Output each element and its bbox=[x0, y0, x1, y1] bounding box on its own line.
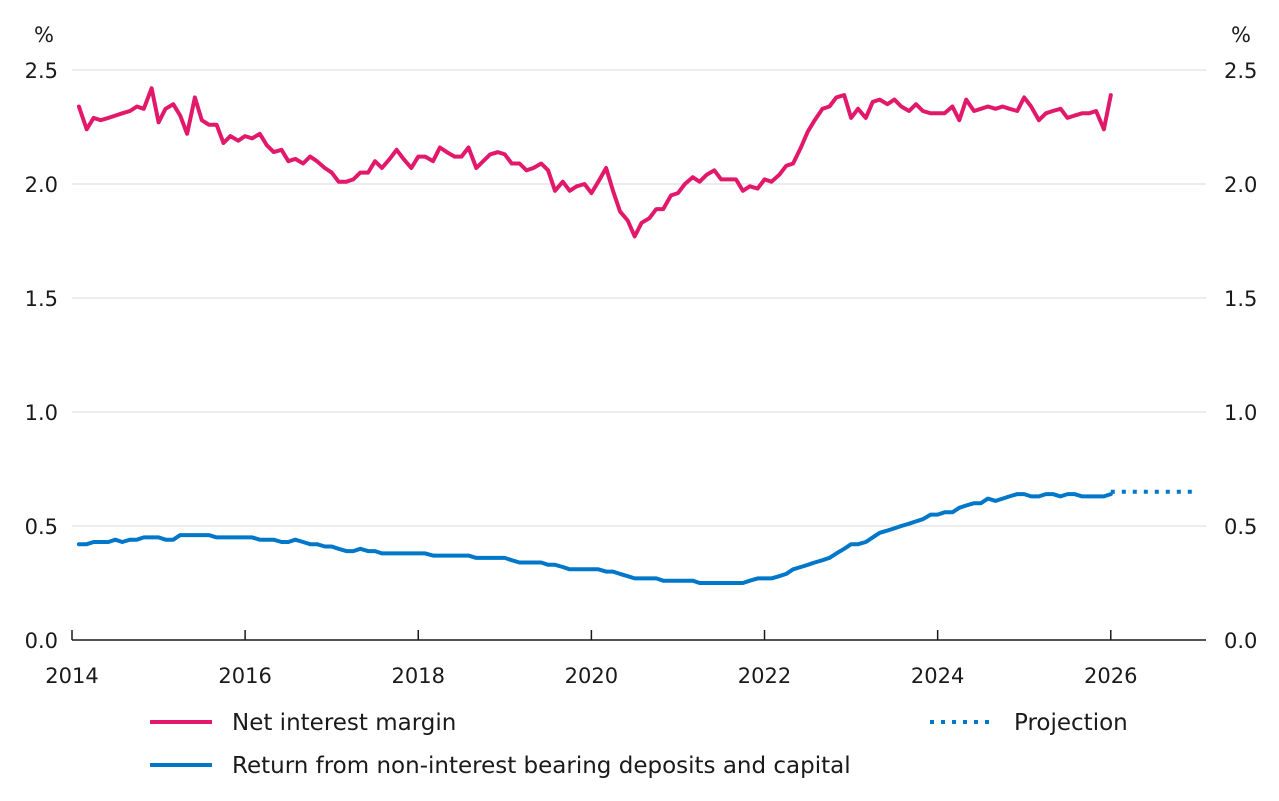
y-tick-label-right: 2.0 bbox=[1224, 173, 1257, 197]
legend-label-return-non-interest: Return from non-interest bearing deposit… bbox=[232, 753, 851, 779]
x-tick-label: 2026 bbox=[1084, 664, 1137, 688]
x-tick-label: 2022 bbox=[738, 664, 791, 688]
y-tick-label-left: 2.0 bbox=[25, 173, 58, 197]
y-tick-label-left: 2.5 bbox=[25, 59, 58, 83]
legend-item-net-interest-margin: Net interest margin bbox=[150, 710, 456, 736]
y-tick-label-right: 2.5 bbox=[1224, 59, 1257, 83]
x-tick-label: 2014 bbox=[45, 664, 98, 688]
y-tick-label-right: 1.5 bbox=[1224, 287, 1257, 311]
y-tick-label-left: 0.5 bbox=[25, 515, 58, 539]
y-tick-label-right: 0.5 bbox=[1224, 515, 1257, 539]
tick-labels: 0.0 0.0 0.5 0.5 1.0 1.0 1.5 1.5 2.0 2.0 2.5 2.5 2014… bbox=[25, 59, 1258, 688]
y-tick-label-left: 1.5 bbox=[25, 287, 58, 311]
left-y-unit: % bbox=[34, 23, 54, 47]
y-tick-label-right: 1.0 bbox=[1224, 401, 1257, 425]
right-y-unit: % bbox=[1231, 23, 1251, 47]
x-tick-label: 2020 bbox=[565, 664, 618, 688]
y-tick-label-left: 0.0 bbox=[25, 629, 58, 653]
legend: Net interest margin Return from non-inte… bbox=[150, 710, 1128, 779]
legend-item-return-non-interest: Return from non-interest bearing deposit… bbox=[150, 753, 851, 779]
x-tick-label: 2018 bbox=[392, 664, 445, 688]
legend-label-net-interest-margin: Net interest margin bbox=[232, 710, 456, 736]
series-layer bbox=[76, 86, 1198, 585]
x-tick-label: 2016 bbox=[218, 664, 271, 688]
y-tick-label-left: 1.0 bbox=[25, 401, 58, 425]
gridlines bbox=[72, 69, 1206, 527]
series-line-return-non-interest bbox=[76, 492, 1113, 585]
legend-item-projection: Projection bbox=[930, 710, 1128, 736]
axes: % % bbox=[34, 23, 1251, 641]
legend-label-projection: Projection bbox=[1014, 710, 1128, 736]
x-tick-label: 2024 bbox=[911, 664, 964, 688]
y-tick-label-right: 0.0 bbox=[1224, 629, 1257, 653]
series-line-net-interest-margin bbox=[76, 86, 1113, 239]
